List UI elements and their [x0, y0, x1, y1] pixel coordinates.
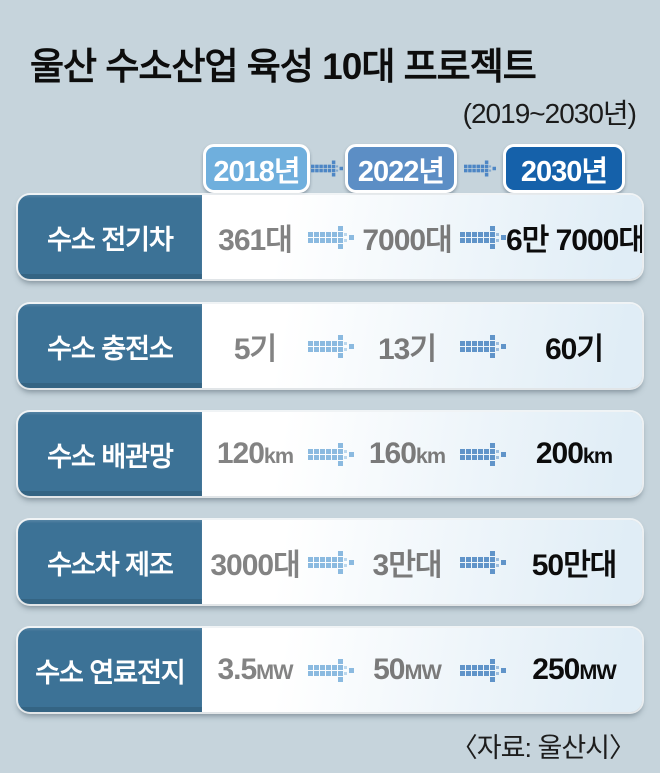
value-2030: 50만대	[531, 549, 618, 582]
table-row: 수소 전기차 361대 7000대 6만 7000대	[18, 195, 642, 279]
value-2018: 3000대	[210, 549, 300, 582]
pixel-arrow-icon	[308, 335, 354, 358]
row-values: 120km 160km 200km	[202, 412, 642, 496]
value-2030: 60기	[545, 333, 604, 366]
page-title: 울산 수소산업 육성 10대 프로젝트	[30, 46, 537, 87]
year-tab-label: 2022년	[357, 155, 445, 188]
table-row: 수소차 제조 3000대 3만대 50만대	[18, 520, 642, 604]
value-2018: 5기	[233, 333, 277, 366]
value-2030: 250MW	[532, 653, 616, 686]
row-label: 수소 배관망	[18, 412, 202, 496]
year-tab-label: 2030년	[520, 155, 608, 188]
table-row: 수소 배관망 120km 160km 200km	[18, 412, 642, 496]
pixel-arrow-icon	[464, 158, 496, 179]
pixel-arrow-icon	[308, 226, 354, 249]
year-tab-2018: 2018년	[203, 144, 310, 193]
value-2018: 120km	[216, 437, 294, 470]
year-tab-2030: 2030년	[503, 144, 625, 193]
row-values: 361대 7000대 6만 7000대	[202, 195, 642, 279]
row-label: 수소 전기차	[18, 195, 202, 279]
value-2022: 160km	[368, 437, 446, 470]
value-2022: 50MW	[373, 653, 442, 686]
value-2018: 361대	[218, 224, 293, 257]
value-2022: 13기	[378, 333, 437, 366]
pixel-arrow-icon	[460, 551, 506, 574]
value-2030: 6만 7000대	[506, 224, 642, 257]
pixel-arrow-icon	[460, 335, 506, 358]
pixel-arrow-icon	[460, 443, 506, 466]
row-label: 수소 충전소	[18, 304, 202, 388]
row-label: 수소 연료전지	[18, 628, 202, 712]
row-values: 5기 13기 60기	[202, 304, 642, 388]
value-2030: 200km	[535, 437, 613, 470]
pixel-arrow-icon	[311, 158, 343, 179]
table-row: 수소 충전소 5기 13기 60기	[18, 304, 642, 388]
pixel-arrow-icon	[460, 226, 506, 249]
value-2022: 3만대	[372, 549, 443, 582]
value-2018: 3.5MW	[217, 653, 293, 686]
year-tab-label: 2018년	[213, 155, 300, 188]
pixel-arrow-icon	[308, 659, 354, 682]
pixel-arrow-icon	[308, 443, 354, 466]
table-row: 수소 연료전지 3.5MW 50MW 250MW	[18, 628, 642, 712]
row-label: 수소차 제조	[18, 520, 202, 604]
pixel-arrow-icon	[308, 551, 354, 574]
pixel-arrow-icon	[460, 659, 506, 682]
year-tab-2022: 2022년	[345, 144, 457, 193]
row-values: 3000대 3만대 50만대	[202, 520, 642, 604]
row-values: 3.5MW 50MW 250MW	[202, 628, 642, 712]
period-subtitle: (2019~2030년)	[462, 98, 637, 129]
source-credit: 〈자료: 울산시〉	[450, 733, 636, 763]
value-2022: 7000대	[362, 224, 452, 257]
